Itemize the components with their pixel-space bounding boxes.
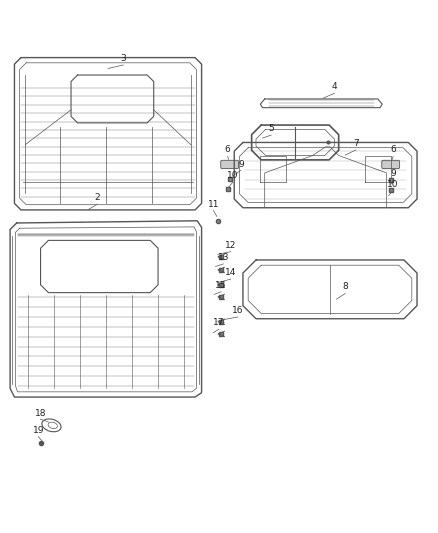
Text: 15: 15 [215,281,227,290]
Text: 9: 9 [390,169,396,178]
Text: 10: 10 [386,181,398,189]
Text: 12: 12 [225,241,237,250]
Text: 7: 7 [353,139,359,148]
Text: 17: 17 [213,318,225,327]
Text: 5: 5 [268,124,274,133]
Text: 10: 10 [227,171,239,180]
Text: 19: 19 [33,426,44,435]
Text: 3: 3 [120,54,126,63]
Text: 13: 13 [218,253,229,262]
Text: 18: 18 [35,408,46,417]
FancyBboxPatch shape [221,160,239,168]
Text: 4: 4 [332,82,337,91]
Text: 6: 6 [225,145,230,154]
Text: 16: 16 [232,306,244,315]
Text: 11: 11 [208,200,219,208]
Text: 14: 14 [225,269,237,277]
Text: 2: 2 [94,193,100,202]
FancyBboxPatch shape [382,160,399,168]
Text: 6: 6 [390,145,396,154]
Text: 9: 9 [238,159,244,168]
Text: 8: 8 [343,282,348,292]
